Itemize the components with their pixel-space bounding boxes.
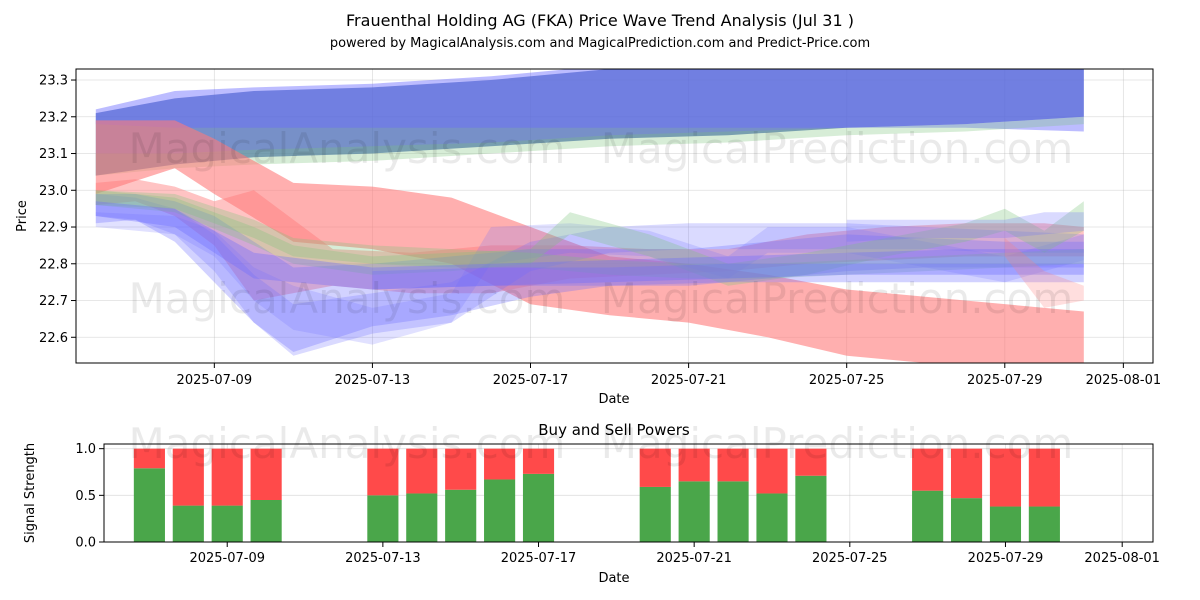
sell-power-bar	[211, 448, 243, 506]
buy-power-bar	[522, 473, 555, 542]
price-wave-band-0	[95, 69, 1084, 176]
price-wave-band-12	[846, 212, 1084, 242]
price-xtick-label: 2025-07-13	[335, 373, 411, 388]
sell-power-bar	[1028, 448, 1060, 507]
signal-xlabel: Date	[598, 571, 629, 586]
sell-power-bar	[717, 448, 749, 482]
signal-xtick-label: 2025-08-01	[1084, 551, 1160, 566]
price-wave-band-2	[95, 116, 1084, 176]
buy-power-bar	[639, 486, 671, 542]
buy-power-bar	[950, 498, 983, 542]
price-plot-frame	[75, 68, 1154, 364]
watermark-top-left: MagicalAnalysis.com	[129, 124, 566, 173]
buy-power-bar	[250, 500, 282, 542]
price-ytick-label: 23.0	[39, 184, 68, 199]
signal-title: Buy and Sell Powers	[538, 421, 690, 439]
signal-ytick-label: 0.5	[75, 489, 96, 504]
signal-bars	[133, 448, 1060, 542]
price-bands	[95, 69, 1084, 363]
sell-power-bar	[133, 448, 165, 469]
sell-power-bar	[678, 448, 710, 482]
sell-power-bar	[250, 448, 282, 500]
price-xtick-label: 2025-07-09	[177, 373, 253, 388]
price-wave-band-9	[95, 190, 1084, 279]
price-wave-band-10	[95, 201, 1084, 290]
buy-power-bar	[795, 475, 827, 542]
buy-power-bar	[172, 505, 204, 542]
price-ytick-label: 22.9	[39, 221, 68, 236]
chart-subtitle: powered by MagicalAnalysis.com and Magic…	[330, 36, 870, 51]
buy-power-bar	[445, 489, 477, 542]
sell-power-bar	[756, 448, 788, 494]
price-ytick-label: 23.2	[39, 110, 68, 125]
signal-ticks: 2025-07-09 2025-07-13 2025-07-17 2025-07-21…	[75, 442, 1160, 566]
signal-xtick-label: 2025-07-17	[501, 551, 577, 566]
price-wave-band-4	[95, 179, 1084, 301]
sell-power-bar	[367, 448, 399, 496]
buy-power-bar	[717, 481, 749, 542]
chart-title: Frauenthal Holding AG (FKA) Price Wave T…	[346, 11, 854, 30]
sell-power-bar	[445, 448, 477, 490]
price-ytick-label: 23.3	[39, 74, 68, 89]
price-ytick-label: 23.1	[39, 147, 68, 162]
sell-power-bar	[172, 448, 204, 506]
signal-xtick-label: 2025-07-09	[189, 551, 265, 566]
buy-power-bar	[1028, 506, 1060, 542]
price-xtick-label: 2025-08-01	[1086, 373, 1162, 388]
price-xtick-label: 2025-07-17	[493, 373, 569, 388]
sell-power-bar	[406, 448, 438, 494]
sell-power-bar	[989, 448, 1022, 507]
signal-xtick-label: 2025-07-13	[345, 551, 421, 566]
price-ytick-label: 22.7	[39, 294, 68, 309]
sell-power-bar	[522, 448, 555, 474]
signal-ytick-label: 0.0	[75, 536, 96, 551]
buy-power-bar	[484, 479, 516, 542]
sell-power-bar	[950, 448, 983, 499]
price-ticks: 2025-07-09 2025-07-13 2025-07-17 2025-07-21…	[39, 74, 1161, 388]
signal-ytick-label: 1.0	[75, 442, 96, 457]
signal-xtick-label: 2025-07-29	[968, 551, 1044, 566]
price-wave-band-6	[95, 194, 1084, 356]
sell-power-bar	[639, 448, 671, 487]
buy-power-bar	[211, 505, 243, 542]
buy-power-bar	[678, 481, 710, 542]
watermark-top-right: MagicalPrediction.com	[601, 124, 1074, 173]
price-band-group	[95, 69, 1084, 363]
sell-power-bar	[795, 448, 827, 476]
price-xtick-label: 2025-07-21	[651, 373, 727, 388]
price-ytick-label: 22.6	[39, 331, 68, 346]
watermark-mid-right: MagicalPrediction.com	[601, 274, 1074, 323]
buy-power-bar	[406, 493, 438, 542]
buy-power-bar	[133, 468, 165, 542]
sell-power-bar	[912, 448, 944, 491]
price-wave-band-7	[95, 212, 1084, 345]
price-wave-band-8	[95, 190, 1084, 286]
price-wave-band-5	[95, 194, 1084, 352]
price-xtick-label: 2025-07-25	[809, 373, 885, 388]
signal-xtick-label: 2025-07-25	[812, 551, 888, 566]
price-xtick-label: 2025-07-29	[967, 373, 1043, 388]
buy-power-bar	[756, 493, 788, 542]
signal-xtick-label: 2025-07-21	[656, 551, 732, 566]
buy-power-bar	[367, 495, 399, 542]
price-wave-band-1	[95, 69, 1084, 132]
price-panel: MagicalAnalysis.com MagicalPrediction.co…	[15, 68, 1161, 407]
price-wave-band-3	[95, 120, 1084, 363]
price-ytick-label: 22.8	[39, 257, 68, 272]
signal-plot-frame	[103, 443, 1154, 543]
price-wave-band-13	[1004, 238, 1084, 308]
price-wave-band-11	[372, 263, 1084, 290]
buy-power-bar	[989, 506, 1022, 542]
price-xlabel: Date	[598, 392, 629, 407]
sell-power-bar	[484, 448, 516, 480]
signal-panel: Buy and Sell Powers MagicalAnalysis.com …	[23, 419, 1160, 586]
price-ylabel: Price	[15, 200, 30, 232]
buy-power-bar	[912, 490, 944, 542]
watermark-mid-left: MagicalAnalysis.com	[129, 274, 566, 323]
signal-ylabel: Signal Strength	[23, 443, 38, 543]
